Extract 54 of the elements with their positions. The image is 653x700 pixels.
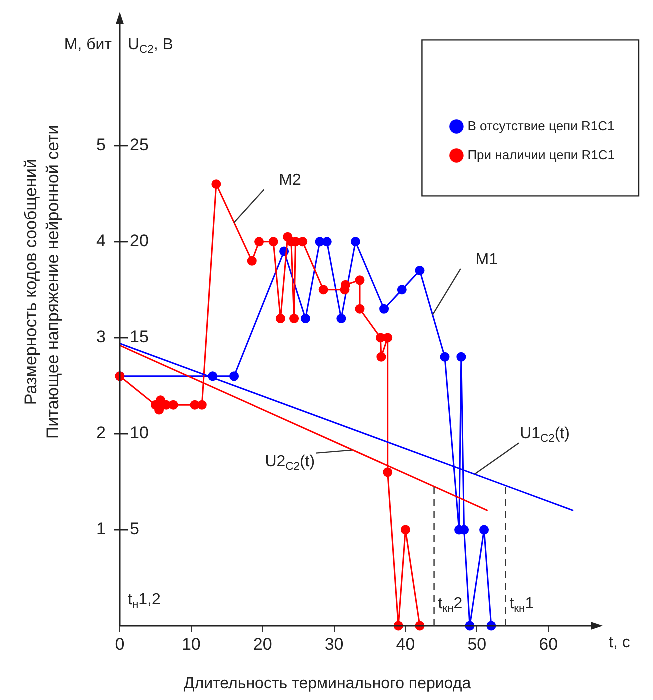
point (322, 237, 332, 247)
point (336, 314, 346, 324)
point (480, 525, 490, 535)
point (268, 237, 278, 247)
y-tick-label: 4 (96, 232, 106, 251)
y-tick-label: 5 (96, 136, 106, 155)
annotation: M1 (476, 251, 498, 268)
y2-tick-label: 15 (130, 328, 149, 347)
point (400, 525, 410, 535)
y-tick-label: 3 (96, 328, 106, 347)
point (318, 285, 328, 295)
point (440, 352, 450, 362)
point (355, 304, 365, 314)
point (298, 237, 308, 247)
point (276, 314, 286, 324)
y-tick-label: 1 (96, 520, 106, 539)
point (350, 237, 360, 247)
point (168, 400, 178, 410)
point (230, 372, 240, 382)
y-axis-title: M, бит (64, 36, 113, 54)
y2-tick-label: 25 (130, 136, 149, 155)
x-tick-label: 20 (253, 634, 272, 654)
x-tick-label: 50 (468, 634, 487, 654)
x-tick-label: 30 (324, 634, 344, 654)
point (290, 314, 300, 324)
point (415, 266, 425, 276)
point (300, 314, 310, 324)
point (197, 400, 207, 410)
x-tick-label: 40 (396, 634, 416, 654)
point (376, 352, 386, 362)
point (380, 304, 390, 314)
annotation: M2 (279, 172, 302, 190)
point (355, 276, 365, 286)
y2-tick-label: 10 (130, 424, 149, 443)
text: Размерность кодов сообщений (22, 159, 41, 406)
point (383, 333, 393, 343)
point (212, 180, 222, 190)
x-tick-label: 60 (539, 634, 558, 654)
point (397, 285, 407, 295)
point (383, 468, 393, 478)
y2-tick-label: 5 (130, 520, 140, 539)
y-tick-label: 2 (96, 424, 106, 443)
point (247, 256, 257, 266)
text: Питающее напряжение нейронной сети (44, 125, 63, 439)
x-axis-title: Длительность терминального периода (184, 675, 472, 692)
legend-label: При наличии цепи R1C1 (468, 147, 616, 162)
point (456, 352, 466, 362)
legend-label: В отсутствие цепи R1C1 (468, 118, 615, 134)
y2-tick-label: 20 (130, 232, 149, 251)
x-tick-label: 10 (182, 634, 201, 654)
text: t, c (609, 634, 630, 652)
point (340, 280, 350, 290)
point (254, 237, 264, 247)
x-tick-label: 0 (115, 634, 125, 654)
